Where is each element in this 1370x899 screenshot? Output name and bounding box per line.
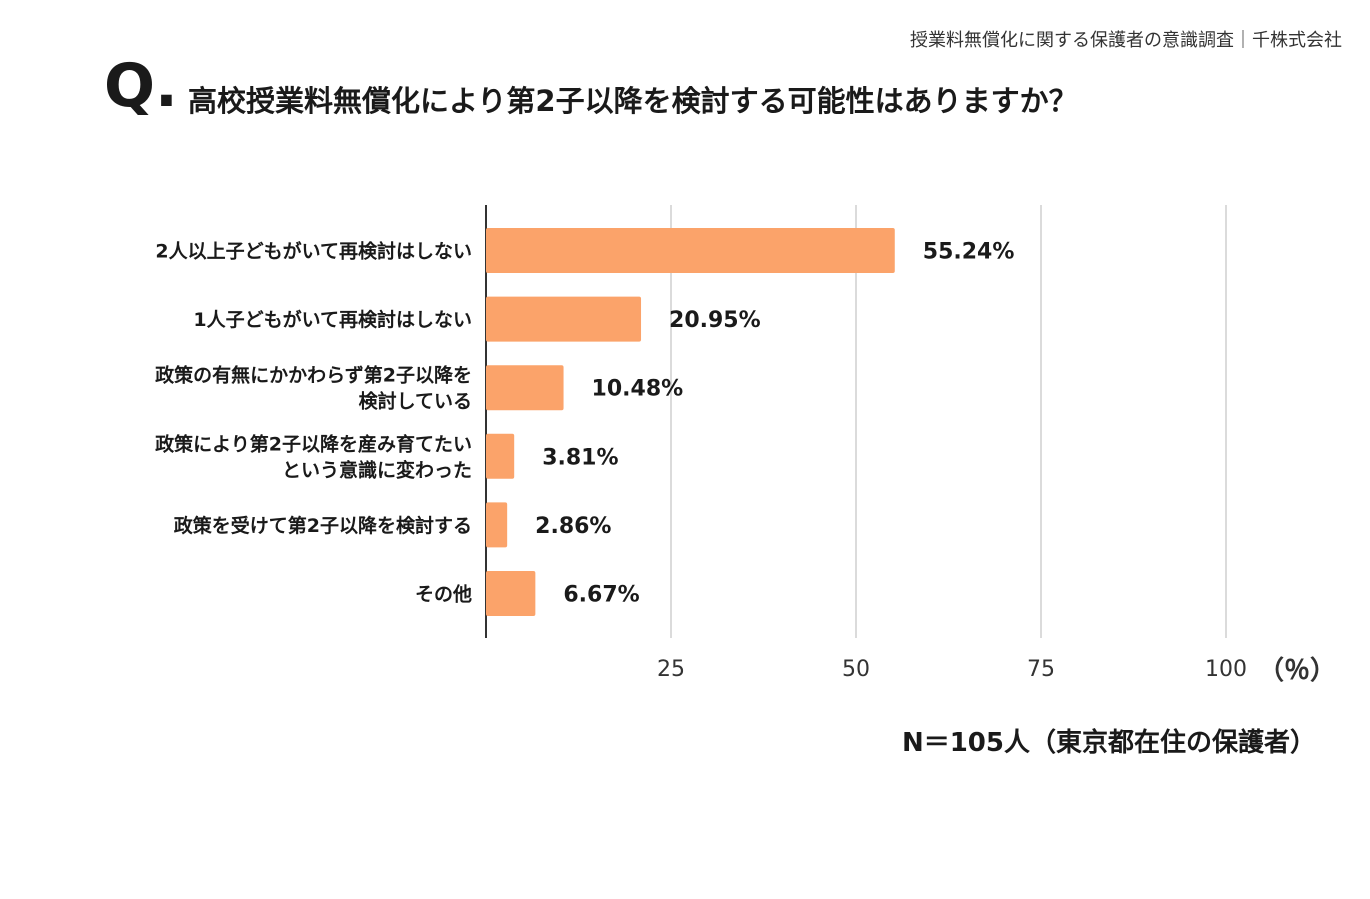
value-label: 2.86% — [535, 514, 611, 539]
category-label: 検討している — [359, 390, 472, 413]
bar-layer — [486, 228, 895, 616]
category-label: 2人以上子どもがいて再検討はしない — [155, 240, 472, 263]
grid-layer — [485, 205, 1227, 638]
category-label: 政策の有無にかかわらず第2子以降を — [155, 364, 472, 387]
value-label: 6.67% — [563, 583, 639, 608]
bar — [486, 228, 895, 273]
value-label: 10.48% — [592, 377, 684, 402]
value-label: 20.95% — [669, 308, 761, 333]
category-label: 1人子どもがいて再検討はしない — [193, 308, 472, 331]
sample-size-note: N＝105人（東京都在住の保護者） — [901, 728, 1316, 758]
bar — [486, 571, 536, 616]
category-label: 政策により第2子以降を産み育てたい — [155, 432, 472, 455]
x-tick-label: 50 — [842, 657, 870, 682]
bar — [486, 365, 564, 411]
bar — [486, 433, 515, 479]
question-title: 高校授業料無償化により第2子以降を検討する可能性はありますか？ — [188, 84, 1078, 118]
value-label: 55.24% — [923, 240, 1015, 265]
x-tick-label: 75 — [1027, 657, 1055, 682]
x-tick-label: 25 — [657, 657, 685, 682]
bar — [486, 502, 508, 548]
category-label: 政策を受けて第2子以降を検討する — [174, 514, 472, 537]
question-mark: Q. — [104, 51, 178, 121]
x-tick-label: 100 — [1205, 657, 1247, 682]
axis-unit-label: （％） — [1258, 656, 1337, 686]
category-label: という意識に変わった — [282, 458, 472, 481]
bar — [486, 296, 642, 342]
label-layer: 25 50 75 100 55.24% 2人以上子どもがいて再検討はしない 20.95% 1人… — [155, 240, 1247, 683]
category-label: その他 — [415, 583, 472, 606]
source-caption: 授業料無償化に関する保護者の意識調査｜千株式会社 — [910, 30, 1342, 51]
value-label: 3.81% — [542, 445, 618, 470]
